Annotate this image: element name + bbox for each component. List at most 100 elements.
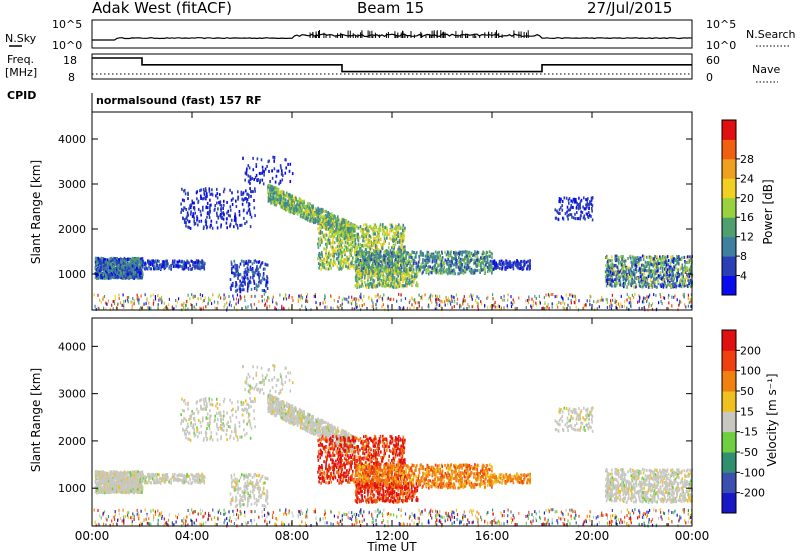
power-cell xyxy=(492,260,495,264)
power-cell xyxy=(480,268,483,272)
power-cell xyxy=(220,207,222,211)
power-cell xyxy=(136,260,138,264)
power-cell xyxy=(527,259,529,263)
power-cell xyxy=(313,212,315,216)
power-cell xyxy=(110,263,112,267)
power-cell xyxy=(385,249,387,253)
power-cell xyxy=(125,258,127,262)
power-cell xyxy=(359,259,362,262)
power-cell xyxy=(431,266,433,270)
power-cell xyxy=(484,256,486,260)
power-cell xyxy=(365,234,368,238)
power-cell xyxy=(309,219,311,223)
power-cell xyxy=(286,203,289,207)
power-cell xyxy=(341,266,344,269)
power-cell xyxy=(255,268,257,272)
power-cell xyxy=(395,277,398,281)
power-cell xyxy=(375,249,378,253)
power-cell xyxy=(405,268,408,272)
power-cell xyxy=(193,222,196,226)
power-cell xyxy=(388,285,391,289)
nsky-spike xyxy=(467,34,469,38)
power-cell xyxy=(337,255,340,259)
power-cell xyxy=(305,215,307,219)
power-cell xyxy=(325,233,328,237)
power-cell xyxy=(269,183,271,187)
power-cell xyxy=(453,269,456,273)
power-cell xyxy=(290,206,293,210)
power-cell xyxy=(397,226,399,230)
power-cell xyxy=(370,235,372,239)
power-cell xyxy=(372,258,374,262)
power-cell xyxy=(336,265,339,269)
power-cell xyxy=(219,200,222,204)
power-cell xyxy=(518,263,521,267)
power-cell xyxy=(332,257,335,261)
power-cell xyxy=(200,194,202,198)
power-cell xyxy=(369,240,371,243)
power-cell xyxy=(258,275,260,279)
power-cell xyxy=(246,200,248,204)
power-cell xyxy=(389,284,392,288)
power-cell xyxy=(199,209,202,213)
power-cell xyxy=(143,267,146,271)
power-cell xyxy=(220,208,222,212)
power-cell xyxy=(237,226,239,230)
power-cell xyxy=(367,262,370,265)
power-cell xyxy=(489,259,492,263)
power-cell xyxy=(205,189,207,193)
power-cell xyxy=(369,234,371,238)
power-cell xyxy=(295,198,298,202)
power-cell xyxy=(325,209,327,213)
power-cell xyxy=(460,267,463,271)
power-cell xyxy=(473,268,475,272)
power-cell xyxy=(392,235,394,239)
power-cell xyxy=(478,264,480,267)
power-cell xyxy=(357,258,359,262)
power-cell xyxy=(275,190,278,194)
power-cell xyxy=(371,264,374,268)
power-cell xyxy=(476,250,479,254)
power-cell xyxy=(300,198,302,202)
power-cell xyxy=(250,190,252,194)
power-cell xyxy=(434,270,437,274)
power-cell xyxy=(171,262,174,266)
power-cell xyxy=(404,274,406,277)
power-cell xyxy=(379,274,382,278)
power-cell xyxy=(359,247,361,250)
power-cell xyxy=(137,271,140,275)
power-cell xyxy=(124,260,126,264)
power-cell xyxy=(325,267,327,271)
power-cell xyxy=(331,227,333,231)
power-cell xyxy=(363,239,366,243)
power-cell xyxy=(110,267,113,271)
power-cell xyxy=(349,264,352,268)
power-cell xyxy=(412,270,415,274)
power-cell xyxy=(402,245,405,249)
power-cell xyxy=(326,258,329,262)
power-cell xyxy=(204,195,207,199)
power-cell xyxy=(275,195,277,198)
power-cell xyxy=(397,241,399,244)
power-cell xyxy=(286,194,288,198)
power-cell xyxy=(605,284,608,288)
power-cell xyxy=(254,187,256,191)
power-cell xyxy=(486,251,489,254)
power-cell xyxy=(375,259,378,263)
power-cell xyxy=(303,212,306,216)
power-cell xyxy=(257,260,260,264)
power-cell xyxy=(96,271,99,275)
power-cell xyxy=(312,218,314,222)
power-cell xyxy=(249,225,252,229)
power-cell xyxy=(127,276,129,280)
power-cell xyxy=(398,278,400,282)
power-cell xyxy=(211,226,214,230)
power-cell xyxy=(317,262,320,266)
power-cell xyxy=(420,263,423,267)
power-cell xyxy=(586,201,589,205)
power-cell xyxy=(303,203,305,207)
power-cell xyxy=(652,257,654,261)
power-cell xyxy=(385,226,388,230)
power-cell xyxy=(227,213,230,217)
power-cell xyxy=(329,262,332,266)
